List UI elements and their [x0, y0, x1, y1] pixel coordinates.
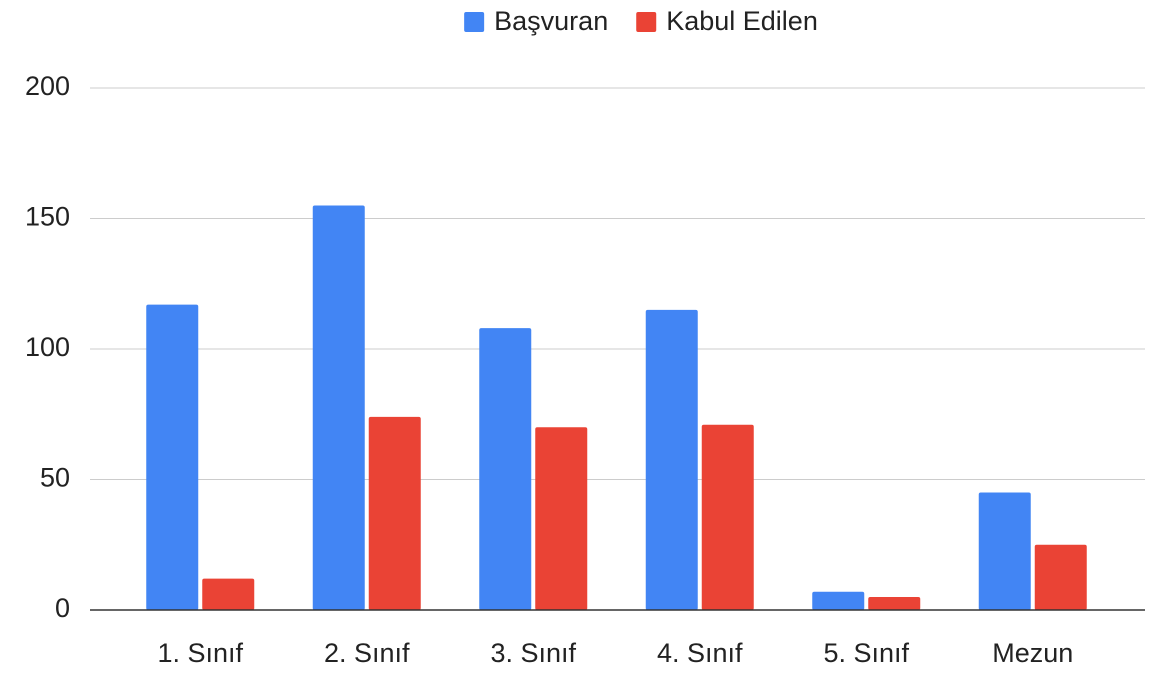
bar: [312, 205, 365, 610]
legend-label: Kabul Edilen: [666, 6, 818, 36]
x-tick-label: Mezun: [992, 638, 1073, 668]
bar: [868, 596, 921, 610]
bar: [978, 492, 1031, 610]
y-tick-label: 50: [40, 463, 70, 493]
bar: [368, 416, 421, 610]
x-tick-label: 2. Sınıf: [324, 638, 410, 668]
x-tick-label: 1. Sınıf: [157, 638, 243, 668]
x-tick-label: 3. Sınıf: [490, 638, 576, 668]
legend-swatch: [464, 12, 485, 32]
bar: [479, 328, 532, 610]
x-tick-label: 4. Sınıf: [657, 638, 743, 668]
bar: [645, 309, 698, 610]
y-tick-label: 150: [25, 202, 70, 232]
bar: [535, 427, 588, 610]
bar: [1034, 544, 1087, 610]
legend-swatch: [636, 12, 657, 32]
y-tick-label: 0: [55, 593, 70, 623]
y-tick-label: 100: [25, 332, 70, 362]
y-tick-label: 200: [25, 71, 70, 101]
bar: [812, 591, 865, 610]
bar: [701, 424, 754, 610]
x-tick-label: 5. Sınıf: [823, 638, 909, 668]
legend-label: Başvuran: [494, 6, 608, 36]
bar: [202, 578, 255, 610]
bar: [146, 304, 199, 610]
